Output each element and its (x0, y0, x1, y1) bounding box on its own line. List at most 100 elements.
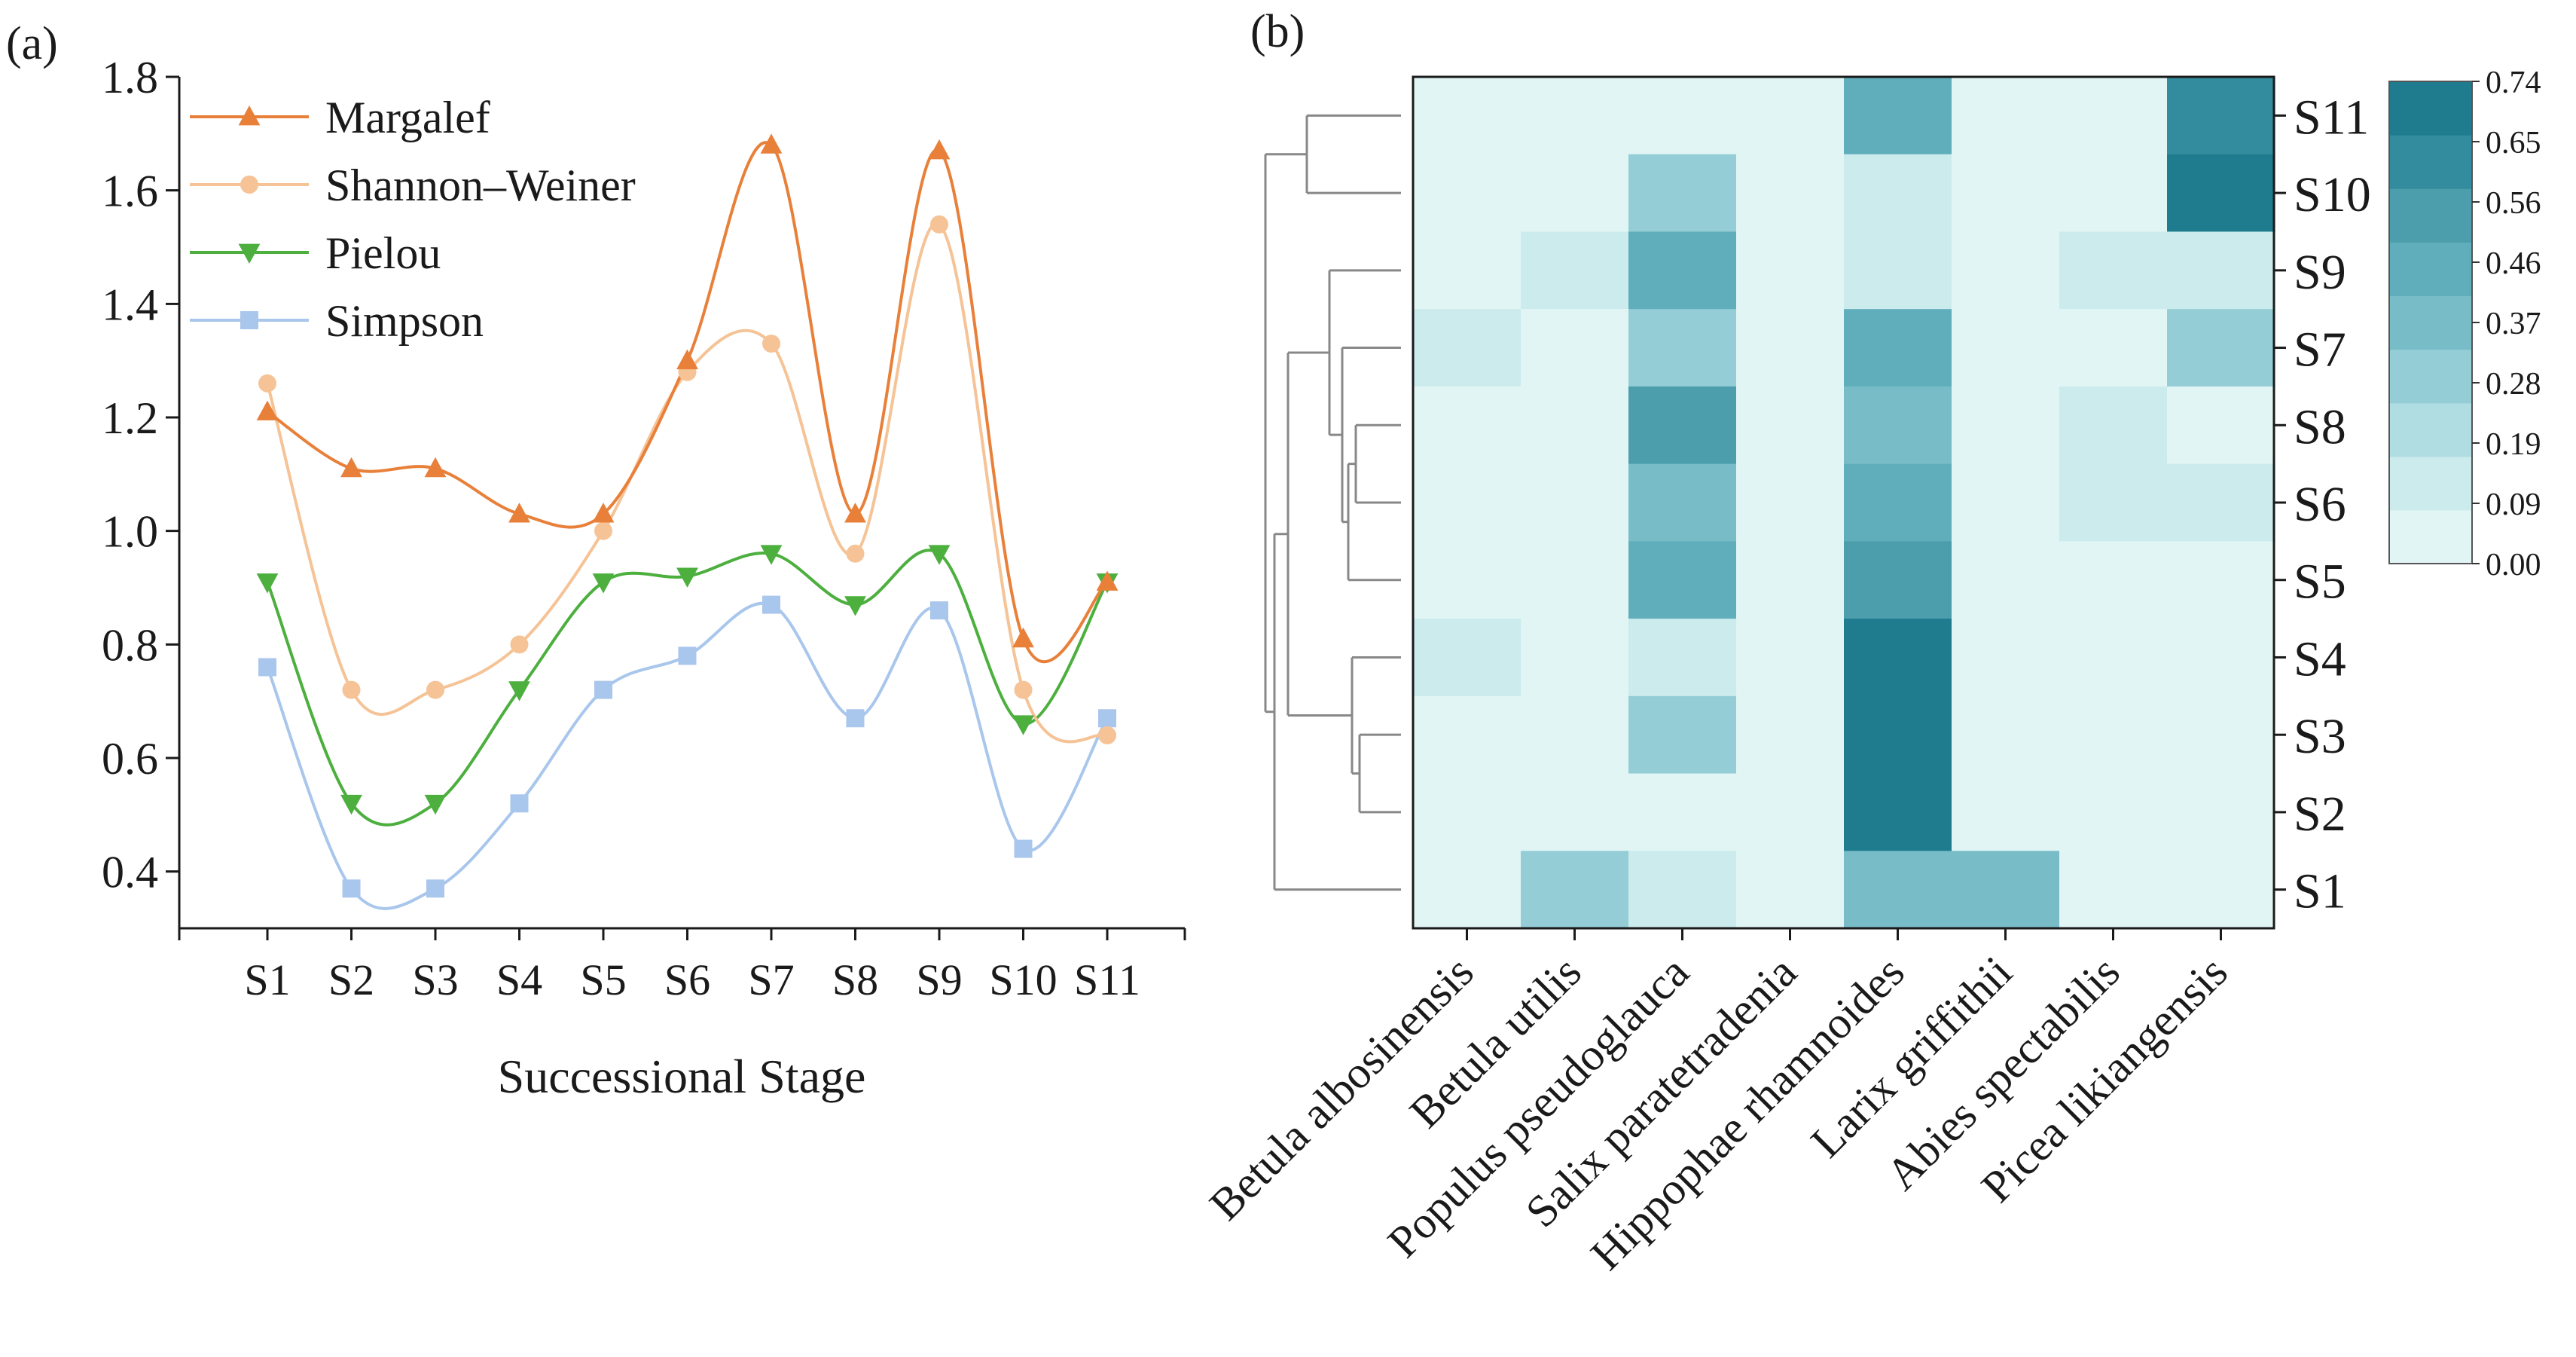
dendrogram (1264, 114, 1401, 891)
point-simpson (594, 680, 612, 699)
heatmap-cell (1413, 77, 1521, 155)
point-simpson (1098, 709, 1116, 728)
heatmap-cell (1844, 773, 1952, 851)
legend-label-shannon-weiner: Shannon–Weiner (325, 160, 636, 210)
x-tick-label: S1 (244, 955, 290, 1004)
legend-marker-pielou (238, 243, 261, 264)
heatmap-cell (2059, 386, 2168, 465)
heatmap-cell (1628, 309, 1737, 387)
point-margalef (256, 400, 279, 420)
colorbar: 0.74 0.65 0.56 0.46 0.37 0.28 0.19 0.09 0.00 (2388, 66, 2541, 582)
heatmap-cell (2059, 463, 2168, 542)
colorbar-tick-label: 0.65 (2486, 126, 2541, 160)
x-axis-ticks: S1 S2 S3 S4 S5 S6 S7 S8 S9 S10 S11 (178, 928, 1186, 1004)
heatmap-cell (1521, 541, 1629, 619)
y-tick-label: 1.4 (102, 280, 158, 329)
point-shannon-weiner (342, 680, 361, 699)
heatmap-cell (1413, 851, 1521, 929)
colorbar-segment (2389, 135, 2472, 189)
point-shannon-weiner (594, 521, 612, 540)
x-axis-title: Successional Stage (498, 1050, 866, 1103)
x-tick-label: S6 (664, 955, 710, 1004)
point-margalef (1012, 627, 1034, 648)
heatmap-cell (1628, 619, 1737, 697)
heatmap-cell (1952, 695, 2060, 775)
legend-marker-shannon-weiner (240, 176, 258, 194)
row-label: S11 (2294, 90, 2369, 145)
colorbar-segment (2389, 402, 2472, 457)
y-tick-label: 0.8 (102, 620, 158, 670)
series-line-margalef (266, 141, 1109, 664)
heatmap-cell (1736, 309, 1845, 387)
heatmap-cell (1521, 231, 1629, 310)
point-shannon-weiner (846, 544, 865, 563)
colorbar-tick-label: 0.46 (2486, 246, 2541, 281)
heatmap-cell (2167, 231, 2275, 310)
heatmap-cell (1413, 463, 1521, 542)
point-simpson (762, 595, 780, 614)
heatmap-cell (1736, 386, 1845, 465)
heatmap-cell (1952, 619, 2060, 697)
heatmap-cell (1844, 463, 1952, 542)
heatmap-cell (1952, 154, 2060, 233)
row-label: S5 (2294, 555, 2346, 610)
y-axis-ticks: 0.4 0.6 0.8 1.0 1.2 1.4 1.6 1.8 (102, 53, 179, 897)
heatmap-cell (1413, 231, 1521, 310)
heatmap-cell (1736, 541, 1845, 619)
heatmap-cell (1952, 231, 2060, 310)
line-chart-panel: 0.40.60.81.01.21.41.61.8 S1 S2 S3 S4 S5 S6 S7 S… (102, 53, 1186, 1103)
point-margalef (844, 503, 866, 523)
heatmap-cell (1844, 154, 1952, 233)
row-label: S1 (2294, 864, 2346, 919)
point-simpson (930, 601, 948, 620)
point-shannon-weiner (1098, 726, 1116, 744)
x-tick-label: S10 (989, 955, 1057, 1004)
heatmap-cell (1628, 851, 1737, 929)
point-pielou (1012, 715, 1034, 735)
heatmap-cell (1736, 231, 1845, 310)
panel-label-a: (a) (6, 18, 58, 69)
point-pielou (508, 681, 530, 701)
row-label: S4 (2294, 631, 2346, 686)
heatmap-cell (2059, 851, 2168, 929)
heatmap-cell (1844, 386, 1952, 465)
y-tick-label: 1.2 (102, 393, 158, 443)
panel-label-b: (b) (1250, 6, 1305, 57)
x-tick-label: S8 (832, 955, 878, 1004)
heatmap-cell (1952, 541, 2060, 619)
point-simpson (426, 879, 444, 898)
heatmap-cell (1844, 309, 1952, 387)
point-margalef (508, 503, 530, 523)
point-pielou (424, 794, 447, 815)
heatmap-cell (1952, 309, 2060, 387)
x-tick-label: S11 (1074, 955, 1140, 1004)
heatmap-cell (2059, 773, 2168, 851)
colorbar-segment (2389, 349, 2472, 404)
heatmap-cell (2167, 386, 2275, 465)
point-shannon-weiner (258, 374, 276, 393)
legend-label-simpson: Simpson (325, 296, 484, 346)
row-label: S10 (2294, 167, 2371, 222)
heatmap-cell (1628, 154, 1737, 233)
heatmap-cell (2059, 309, 2168, 387)
colorbar-segment (2389, 295, 2472, 350)
heatmap-cell (1521, 851, 1629, 929)
heatmap-cell (1952, 851, 2060, 929)
point-margalef (1096, 570, 1119, 591)
heatmap-cell (1413, 154, 1521, 233)
heatmap-cell (2167, 309, 2275, 387)
heatmap-cell (1521, 619, 1629, 697)
heatmap-cell (2167, 541, 2275, 619)
heatmap-cell (1736, 77, 1845, 155)
legend-marker-margalef (238, 105, 261, 126)
point-pielou (340, 794, 362, 815)
heatmap-cell (2059, 541, 2168, 619)
point-pielou (676, 567, 698, 588)
heatmap-cell (1952, 386, 2060, 465)
series-markers (256, 133, 1119, 898)
row-label: S3 (2294, 709, 2346, 764)
y-tick-label: 0.4 (102, 848, 158, 897)
point-margalef (676, 349, 698, 370)
colorbar-tick-label: 0.19 (2486, 427, 2541, 462)
heatmap-cell (2059, 695, 2168, 775)
